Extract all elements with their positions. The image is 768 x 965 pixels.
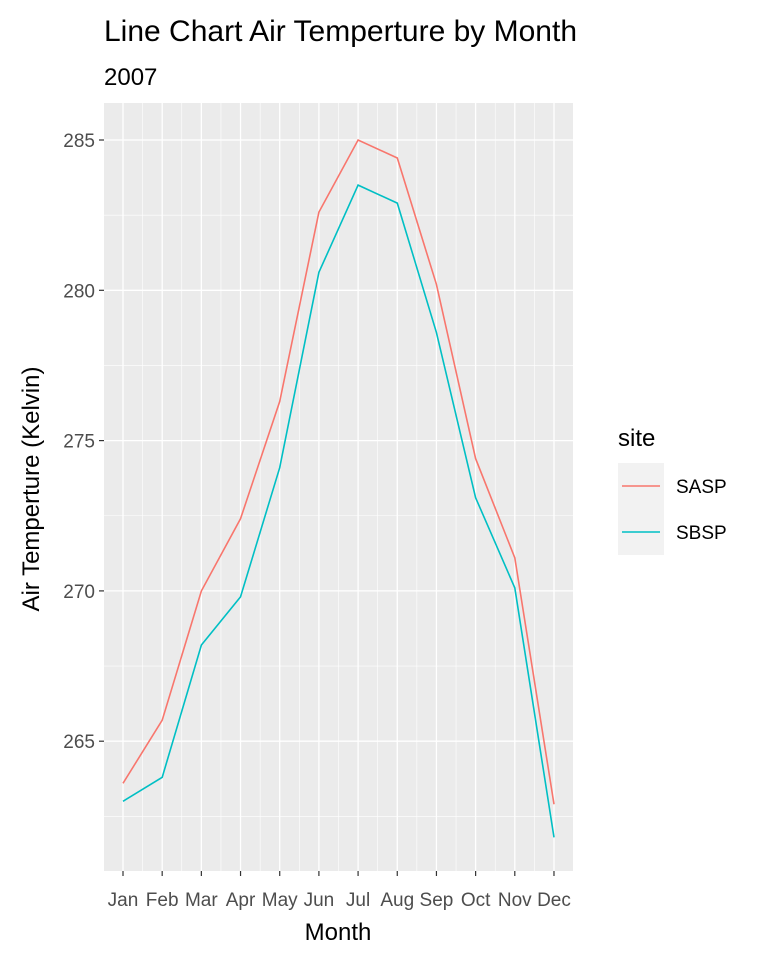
x-tick-label: Dec <box>537 890 571 911</box>
y-axis: 265 270 275 280 285 <box>63 131 104 753</box>
series-lines <box>122 138 555 838</box>
x-axis: Jan Feb Mar Apr May Jun Jul Aug Sep Oct Nov Dec <box>108 871 571 911</box>
plot-panel <box>104 103 573 871</box>
x-tick-label: Jan <box>108 890 139 911</box>
y-tick-label: 270 <box>63 582 95 603</box>
y-axis-title: Air Temperture (Kelvin) <box>18 367 45 612</box>
x-tick-label: Jun <box>304 890 335 911</box>
y-tick-label: 265 <box>63 732 95 753</box>
x-tick-label: Feb <box>146 890 179 911</box>
x-tick-label: Nov <box>498 890 532 911</box>
legend: site SASP SBSP <box>618 425 727 555</box>
y-tick-label: 280 <box>63 281 95 302</box>
y-tick-label: 275 <box>63 432 95 453</box>
legend-title: site <box>618 425 655 452</box>
legend-label: SBSP <box>676 523 727 544</box>
x-tick-label: Aug <box>380 890 414 911</box>
series-line-sbsp <box>122 184 555 838</box>
x-tick-label: Apr <box>226 890 256 911</box>
x-tick-label: Jul <box>346 890 370 911</box>
x-tick-label: Oct <box>461 890 491 911</box>
legend-label: SASP <box>676 477 727 498</box>
x-axis-title: Month <box>305 919 372 946</box>
chart-title: Line Chart Air Temperture by Month <box>104 15 577 48</box>
x-tick-label: Sep <box>420 890 454 911</box>
x-tick-label: Mar <box>185 890 218 911</box>
chart-subtitle: 2007 <box>104 64 157 91</box>
series-line-sasp <box>122 138 555 805</box>
x-tick-label: May <box>262 890 298 911</box>
y-tick-label: 285 <box>63 131 95 152</box>
